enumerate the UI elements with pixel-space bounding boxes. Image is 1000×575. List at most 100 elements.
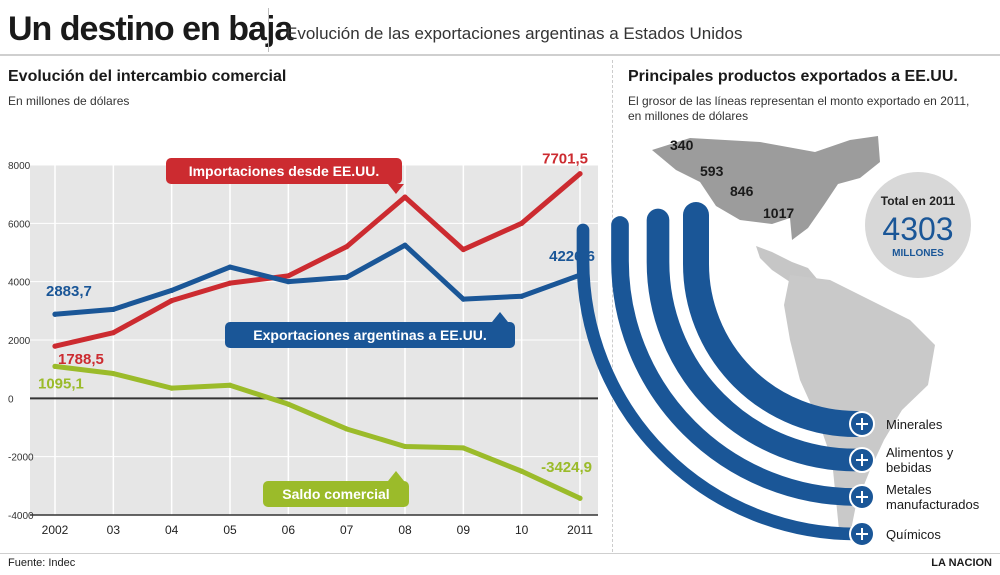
- title-divider: [268, 8, 269, 52]
- y-tick-label: 4000: [8, 278, 31, 289]
- data-point-exportaciones: [344, 274, 350, 280]
- data-point-exportaciones: [519, 293, 525, 299]
- data-point-importaciones: [577, 171, 583, 177]
- x-tick-label: 04: [165, 523, 179, 537]
- legend-importaciones: Importaciones desde EE.UU.: [166, 158, 404, 194]
- product-value-label: 846: [730, 183, 754, 199]
- value-label-exportaciones: 2883,7: [46, 283, 92, 300]
- product-icon-glyph: [856, 454, 868, 466]
- data-point-importaciones: [519, 220, 525, 226]
- value-label-saldo: 1095,1: [38, 375, 84, 392]
- data-point-exportaciones: [460, 296, 466, 302]
- y-tick-label: -2000: [8, 453, 34, 464]
- total-label: Total en 2011: [881, 194, 956, 208]
- product-category-label: Minerales: [886, 417, 943, 432]
- publisher-credit: LA NACION: [931, 557, 992, 569]
- product-category-label: Metales: [886, 482, 932, 497]
- data-point-importaciones: [460, 246, 466, 253]
- x-tick-label: 06: [282, 523, 296, 537]
- legend-importaciones-label: Importaciones desde EE.UU.: [189, 163, 380, 179]
- total-circle: [865, 172, 971, 278]
- top-rule: [0, 54, 1000, 56]
- product-value-label: 593: [700, 163, 724, 179]
- legend-exportaciones-pointer: [492, 312, 508, 322]
- data-point-importaciones: [227, 280, 233, 286]
- y-tick-label: -4000: [8, 511, 34, 522]
- south-america-map: [784, 275, 935, 540]
- series-line-importaciones: [52, 171, 583, 349]
- product-category-label: Químicos: [886, 527, 941, 542]
- data-point-importaciones: [344, 244, 350, 250]
- x-tick-label: 07: [340, 523, 354, 537]
- data-point-exportaciones: [169, 287, 175, 294]
- data-point-saldo: [519, 468, 525, 474]
- product-icon-glyph: [856, 418, 868, 430]
- legend-exportaciones: Exportaciones argentinas a EE.UU.: [225, 312, 515, 348]
- data-point-importaciones: [52, 343, 58, 349]
- product-arc: [576, 223, 863, 541]
- products-subtitle-line2: en millones de dólares: [628, 109, 749, 123]
- y-tick-label: 0: [8, 394, 14, 405]
- x-tick-label: 08: [398, 523, 412, 537]
- product-icon-glyph: [856, 491, 868, 503]
- x-tick-label: 2002: [42, 523, 69, 537]
- x-tick-label: 05: [223, 523, 237, 537]
- value-label-importaciones: 1788,5: [58, 351, 104, 368]
- footer-rule: [0, 553, 1000, 554]
- trade-chart-title: Evolución del intercambio comercial: [8, 68, 287, 85]
- x-tick-label: 09: [457, 523, 471, 537]
- products-subtitle: El grosor de las líneas representan el m…: [628, 94, 988, 124]
- data-point-importaciones: [169, 298, 175, 304]
- product-arc: [646, 208, 868, 472]
- legend-importaciones-box: [166, 158, 402, 184]
- north-america-map: [652, 136, 880, 240]
- source-note: Fuente: Indec: [8, 557, 76, 569]
- product-value-label: 340: [670, 137, 694, 153]
- y-tick-label: 2000: [8, 336, 31, 347]
- legend-exportaciones-box: [225, 322, 515, 348]
- product-arc: [611, 216, 865, 506]
- data-point-exportaciones: [227, 264, 233, 270]
- legend-saldo-label: Saldo comercial: [282, 486, 389, 502]
- products-title: Principales productos exportados a EE.UU…: [628, 68, 958, 85]
- data-point-saldo: [110, 370, 116, 377]
- product-icon-glyph: [856, 528, 868, 540]
- subtitle: Evolución de las exportaciones argentina…: [286, 24, 743, 43]
- series-line-exportaciones: [52, 242, 583, 317]
- data-point-saldo: [227, 382, 233, 388]
- products-subtitle-line1: El grosor de las líneas representan el m…: [628, 94, 970, 108]
- data-point-saldo: [344, 426, 350, 432]
- trade-chart-units: En millones de dólares: [8, 94, 130, 108]
- product-category-label: bebidas: [886, 460, 932, 475]
- total-value: 4303: [882, 211, 953, 247]
- data-point-exportaciones: [285, 279, 291, 285]
- value-label-importaciones: 7701,5: [542, 151, 588, 168]
- product-category-label: manufacturados: [886, 497, 980, 512]
- y-tick-label: 6000: [8, 219, 31, 230]
- product-arc: [683, 202, 869, 437]
- data-point-exportaciones: [52, 311, 58, 317]
- data-point-exportaciones: [110, 306, 116, 312]
- data-point-saldo: [460, 445, 466, 451]
- data-point-saldo: [577, 495, 583, 501]
- y-tick-label: 8000: [8, 161, 31, 172]
- product-category-label: Alimentos y: [886, 445, 954, 460]
- panel-divider: [612, 60, 613, 552]
- x-tick-label: 10: [515, 523, 529, 537]
- data-point-importaciones: [110, 330, 116, 336]
- x-tick-label: 03: [107, 523, 121, 537]
- data-point-saldo: [402, 443, 408, 450]
- headline: Un destino en baja: [8, 10, 293, 48]
- product-value-label: 1017: [763, 205, 794, 221]
- legend-saldo-pointer: [388, 471, 404, 481]
- value-label-saldo: -3424,9: [541, 459, 592, 476]
- x-tick-label: 2011: [567, 523, 593, 537]
- data-point-exportaciones: [402, 242, 408, 248]
- legend-exportaciones-label: Exportaciones argentinas a EE.UU.: [253, 327, 486, 343]
- series-line-saldo: [52, 363, 583, 501]
- total-unit: MILLONES: [892, 248, 944, 259]
- data-point-saldo: [52, 363, 58, 369]
